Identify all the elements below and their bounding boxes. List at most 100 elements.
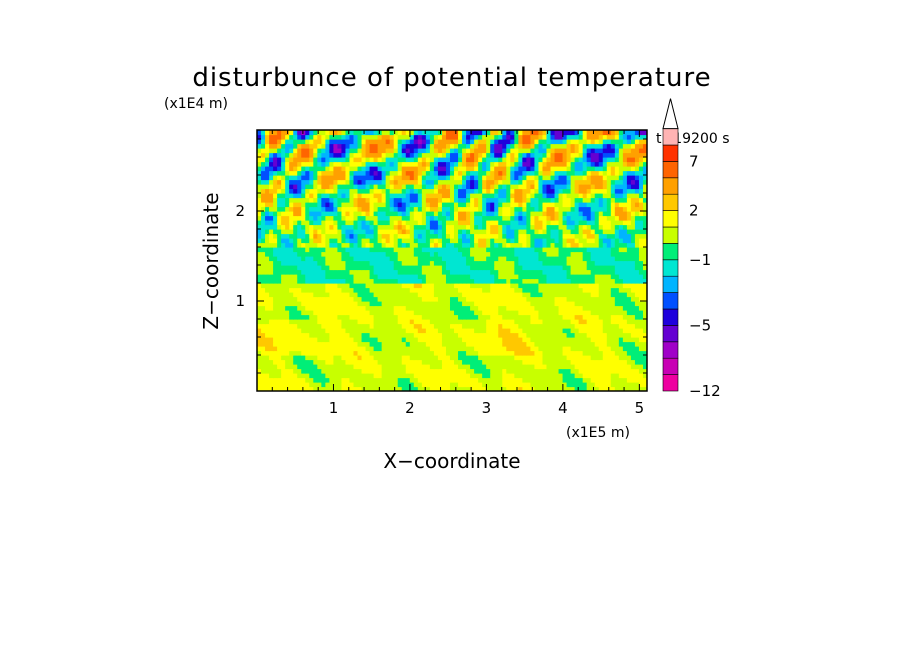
heatmap-cell (321, 161, 326, 167)
heatmap-cell (626, 292, 632, 298)
heatmap-cell (558, 287, 564, 293)
heatmap-cell (538, 274, 544, 280)
heatmap-cell (622, 355, 628, 361)
heatmap-cell (417, 175, 423, 181)
heatmap-cell (498, 305, 503, 311)
heatmap-cell (514, 332, 519, 338)
heatmap-cell (554, 287, 560, 293)
heatmap-cell (554, 364, 560, 370)
heatmap-cell (614, 310, 620, 316)
heatmap-cell (614, 206, 620, 212)
heatmap-cell (409, 278, 415, 284)
heatmap-cell (514, 211, 519, 217)
heatmap-cell (285, 301, 290, 307)
heatmap-cell (478, 202, 483, 208)
heatmap-cell (522, 256, 527, 262)
heatmap-cell (586, 292, 592, 298)
heatmap-cell (602, 278, 608, 284)
heatmap-cell (337, 323, 343, 329)
heatmap-cell (506, 188, 511, 194)
heatmap-cell (357, 310, 363, 316)
heatmap-cell (441, 341, 447, 347)
heatmap-cell (518, 179, 523, 185)
heatmap-cell (514, 292, 519, 298)
heatmap-cell (389, 206, 395, 212)
heatmap-cell (397, 247, 403, 253)
heatmap-cell (349, 256, 355, 262)
heatmap-cell (317, 319, 322, 325)
heatmap-cell (425, 211, 431, 217)
heatmap-cell (546, 323, 552, 329)
heatmap-cell (530, 238, 536, 244)
heatmap-cell (586, 386, 592, 391)
heatmap-cell (397, 238, 403, 244)
heatmap-cell (449, 292, 455, 298)
heatmap-cell (377, 179, 383, 185)
heatmap-cell (305, 323, 310, 329)
heatmap-cell (606, 233, 612, 239)
heatmap-cell (261, 377, 266, 383)
heatmap-cell (630, 278, 636, 284)
heatmap-cell (273, 292, 278, 298)
heatmap-cell (333, 242, 339, 248)
heatmap-cell (562, 175, 568, 181)
heatmap-cell (317, 373, 322, 379)
heatmap-cell (594, 337, 600, 343)
heatmap-cell (389, 314, 395, 320)
heatmap-cell (425, 233, 431, 239)
heatmap-cell (578, 332, 584, 338)
heatmap-cell (285, 346, 290, 352)
heatmap-cell (269, 346, 274, 352)
heatmap-cell (429, 161, 435, 167)
heatmap-cell (433, 175, 439, 181)
heatmap-cell (441, 314, 447, 320)
heatmap-cell (297, 382, 302, 388)
heatmap-cell (458, 175, 463, 181)
heatmap-cell (606, 256, 612, 262)
heatmap-cell (405, 368, 411, 374)
heatmap-cell (305, 161, 310, 167)
heatmap-cell (373, 386, 379, 391)
heatmap-cell (309, 332, 314, 338)
heatmap-cell (522, 233, 527, 239)
heatmap-cell (257, 278, 262, 284)
heatmap-cell (618, 224, 624, 230)
heatmap-cell (425, 305, 431, 311)
heatmap-cell (277, 350, 282, 356)
heatmap-cell (401, 382, 407, 388)
heatmap-cell (421, 364, 427, 370)
heatmap-cell (325, 170, 330, 176)
heatmap-cell (369, 211, 375, 217)
heatmap-cell (305, 206, 310, 212)
heatmap-cell (550, 287, 556, 293)
heatmap-cell (337, 373, 343, 379)
heatmap-cell (401, 184, 407, 190)
heatmap-cell (598, 278, 604, 284)
heatmap-cell (454, 301, 459, 307)
heatmap-cell (289, 193, 294, 199)
heatmap-cell (389, 355, 395, 361)
heatmap-cell (413, 359, 419, 365)
heatmap-cell (341, 224, 347, 230)
heatmap-cell (586, 274, 592, 280)
heatmap-cell (281, 292, 286, 298)
heatmap-cell (470, 265, 475, 271)
heatmap-cell (341, 202, 347, 208)
heatmap-cell (417, 386, 423, 391)
heatmap-cell (562, 319, 568, 325)
heatmap-cell (530, 184, 536, 190)
heatmap-cell (325, 269, 330, 275)
heatmap-cell (397, 319, 403, 325)
heatmap-cell (357, 283, 363, 289)
heatmap-cell (257, 350, 262, 356)
heatmap-cell (337, 386, 343, 391)
heatmap-cell (273, 319, 278, 325)
heatmap-cell (377, 301, 383, 307)
heatmap-cell (393, 157, 399, 163)
heatmap-cell (550, 161, 556, 167)
heatmap-cell (590, 377, 596, 383)
heatmap-cell (445, 314, 451, 320)
heatmap-cell (642, 202, 647, 208)
heatmap-cell (401, 188, 407, 194)
heatmap-cell (277, 278, 282, 284)
